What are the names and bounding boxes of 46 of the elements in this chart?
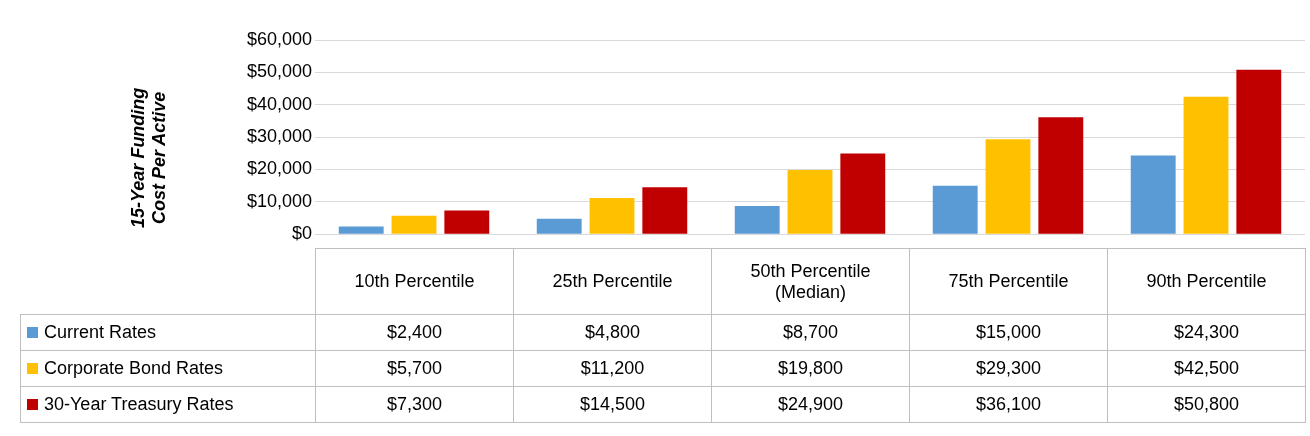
data-label: $19,800 [711, 350, 910, 387]
bar [1236, 69, 1282, 234]
bar [391, 215, 437, 234]
data-label: $7,300 [315, 386, 514, 423]
data-label: $15,000 [909, 314, 1108, 351]
bar [734, 206, 780, 234]
data-label: $24,900 [711, 386, 910, 423]
x-tick-label: 10th Percentile [315, 248, 514, 315]
y-tick-label: $40,000 [246, 93, 312, 114]
y-tick-label: $0 [291, 223, 312, 244]
bar [932, 185, 978, 234]
x-tick-label: 75th Percentile [909, 248, 1108, 315]
data-label: $2,400 [315, 314, 514, 351]
data-label: $29,300 [909, 350, 1108, 387]
y-tick-label: $30,000 [246, 126, 312, 147]
y-axis-title: 15-Year Funding Cost Per Active [128, 86, 170, 231]
y-tick-label: $20,000 [246, 158, 312, 179]
data-label: $36,100 [909, 386, 1108, 423]
y-tick-label: $10,000 [246, 190, 312, 211]
data-label: $42,500 [1107, 350, 1306, 387]
legend-label: Current Rates [44, 322, 157, 342]
y-tick-label: $50,000 [246, 61, 312, 82]
x-tick-label: 50th Percentile (Median) [711, 248, 910, 315]
bar [589, 197, 635, 234]
data-label: $11,200 [513, 350, 712, 387]
bar [338, 226, 384, 234]
x-tick-label: 90th Percentile [1107, 248, 1306, 315]
data-label: $50,800 [1107, 386, 1306, 423]
bar [536, 218, 582, 234]
bar [642, 187, 688, 234]
x-tick-label: 25th Percentile [513, 248, 712, 315]
bar [985, 139, 1031, 234]
bar [1130, 155, 1176, 234]
bar [1183, 96, 1229, 234]
legend-label: 30-Year Treasury Rates [44, 394, 234, 414]
y-tick-label: $60,000 [246, 28, 312, 49]
bar [787, 170, 833, 234]
bar [444, 210, 490, 234]
data-label: $5,700 [315, 350, 514, 387]
data-label: $8,700 [711, 314, 910, 351]
data-label: $4,800 [513, 314, 712, 351]
bar [840, 153, 886, 234]
legend-label: Corporate Bond Rates [44, 358, 224, 378]
bar [1038, 117, 1084, 234]
data-label: $24,300 [1107, 314, 1306, 351]
data-label: $14,500 [513, 386, 712, 423]
